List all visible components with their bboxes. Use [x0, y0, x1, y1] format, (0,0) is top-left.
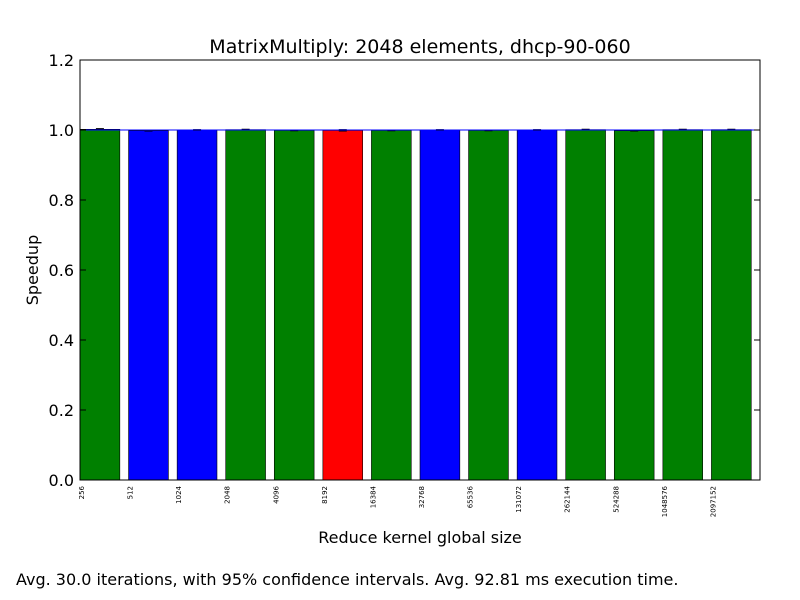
x-axis: 256 512 1024 2048 4096 8192 16384 32768 65536 131…: [78, 485, 717, 517]
x-tick-label-2048: 2048: [224, 486, 232, 504]
bar-512: [128, 130, 169, 481]
x-tick-label-2097152: 2097152: [709, 486, 717, 517]
bar-65536: [468, 130, 509, 481]
y-tick-label: 1.0: [49, 121, 74, 140]
bar-32768: [419, 129, 461, 481]
bar-2048: [225, 129, 266, 481]
y-tick-label: 0.6: [49, 261, 74, 280]
x-tick-label-512: 512: [127, 486, 135, 499]
y-tick-label: 0.8: [49, 191, 74, 210]
x-tick-label-32768: 32768: [418, 486, 426, 508]
bar-131072: [516, 129, 558, 481]
x-tick-label-256: 256: [78, 485, 86, 499]
x-tick-label-4096: 4096: [272, 485, 280, 503]
x-axis-label: Reduce kernel global size: [318, 528, 522, 547]
bar-256: [79, 129, 121, 481]
y-tick-label: 0.4: [49, 331, 74, 350]
bar-4096: [273, 130, 315, 481]
y-tick-label: 0.2: [49, 401, 74, 420]
y-axis-label: Speedup: [23, 235, 42, 305]
figure-caption: Avg. 30.0 iterations, with 95% confidenc…: [16, 570, 679, 589]
x-tick-label-524288: 524288: [612, 486, 620, 513]
x-tick-label-65536: 65536: [467, 485, 475, 508]
x-tick-label-8192: 8192: [321, 486, 329, 504]
bar-16384: [371, 130, 412, 481]
y-tick-label: 0.0: [49, 471, 74, 490]
bars-group: [79, 129, 752, 481]
chart-title: MatrixMultiply: 2048 elements, dhcp-90-0…: [209, 36, 630, 58]
bar-8192: [322, 130, 363, 481]
bar-2097152: [711, 129, 752, 481]
y-axis: 0.0 0.2 0.4 0.6 0.8 1.0 1.2: [49, 51, 760, 490]
x-tick-label-131072: 131072: [515, 486, 523, 513]
bar-262144: [565, 129, 606, 481]
x-tick-label-1048576: 1048576: [661, 485, 669, 517]
x-tick-label-262144: 262144: [564, 485, 572, 512]
x-tick-label-16384: 16384: [369, 485, 377, 508]
bar-1024: [176, 129, 218, 481]
x-tick-label-1024: 1024: [175, 485, 183, 503]
bar-1048576: [662, 129, 703, 481]
bar-524288: [613, 130, 655, 481]
y-tick-label: 1.2: [49, 51, 74, 70]
